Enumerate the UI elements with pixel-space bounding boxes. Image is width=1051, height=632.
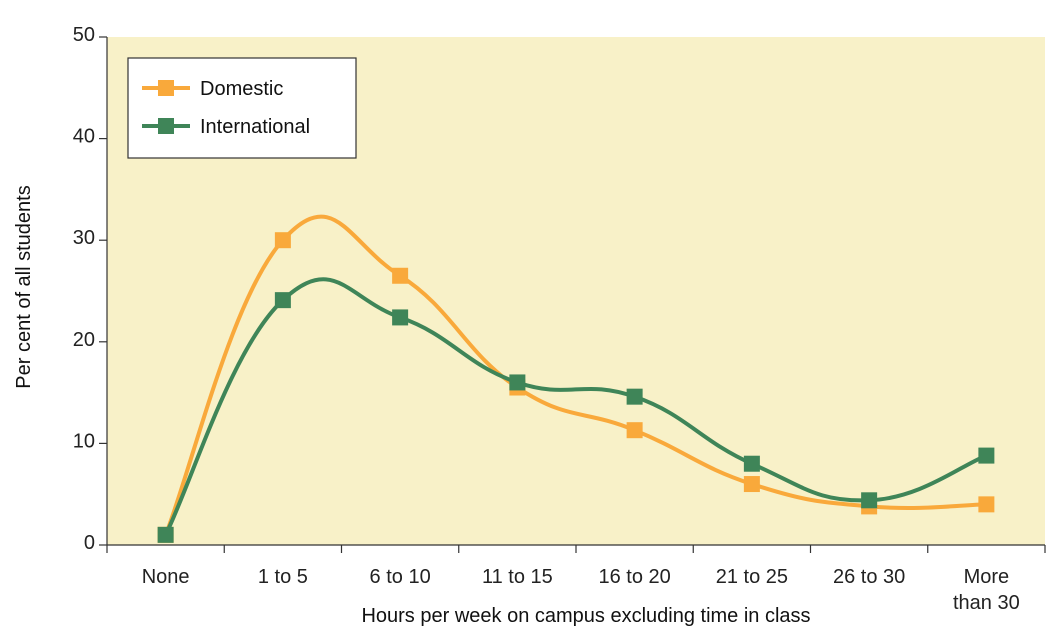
y-tick-label: 50 xyxy=(73,24,95,46)
data-point-marker xyxy=(392,309,409,326)
x-axis-title: Hours per week on campus excluding time … xyxy=(361,605,810,627)
legend-swatch-marker xyxy=(158,118,174,134)
x-tick-label: 21 to 25 xyxy=(716,566,788,588)
x-tick-label: More than 30 xyxy=(953,566,1020,614)
data-point-marker xyxy=(743,476,760,493)
data-point-marker xyxy=(978,496,995,513)
x-tick-label: 26 to 30 xyxy=(833,566,905,588)
data-point-marker xyxy=(743,455,760,472)
y-tick-label: 40 xyxy=(73,126,95,148)
data-point-marker xyxy=(509,374,526,391)
data-point-marker xyxy=(274,292,291,309)
data-point-marker xyxy=(626,422,643,439)
data-point-marker xyxy=(626,388,643,405)
series-group xyxy=(157,214,995,543)
data-point-marker xyxy=(157,526,174,543)
x-tick-label: 1 to 5 xyxy=(258,566,308,588)
series-international xyxy=(157,277,995,543)
x-tick-label: 16 to 20 xyxy=(598,566,670,588)
x-tick-label: None xyxy=(142,566,190,588)
y-tick-label: 10 xyxy=(73,430,95,452)
data-point-marker xyxy=(274,232,291,249)
y-tick-label: 20 xyxy=(73,329,95,351)
y-tick-label: 30 xyxy=(73,227,95,249)
x-tick-label: 6 to 10 xyxy=(370,566,431,588)
legend-label: International xyxy=(200,116,310,138)
x-tick-label: 11 to 15 xyxy=(482,566,553,588)
legend-label: Domestic xyxy=(200,78,283,100)
y-tick-label: 0 xyxy=(84,532,95,554)
legend-swatch-marker xyxy=(158,80,174,96)
y-axis-title: Per cent of all students xyxy=(13,185,35,388)
legend-box xyxy=(127,57,357,159)
data-point-marker xyxy=(861,492,878,509)
data-point-marker xyxy=(392,267,409,284)
data-point-marker xyxy=(978,447,995,464)
axes: 0 10 20 30 40 50 None 1 to 5 6 to 10 11 to 15 16 t… xyxy=(73,24,1046,614)
legend: Domestic International xyxy=(127,57,357,159)
